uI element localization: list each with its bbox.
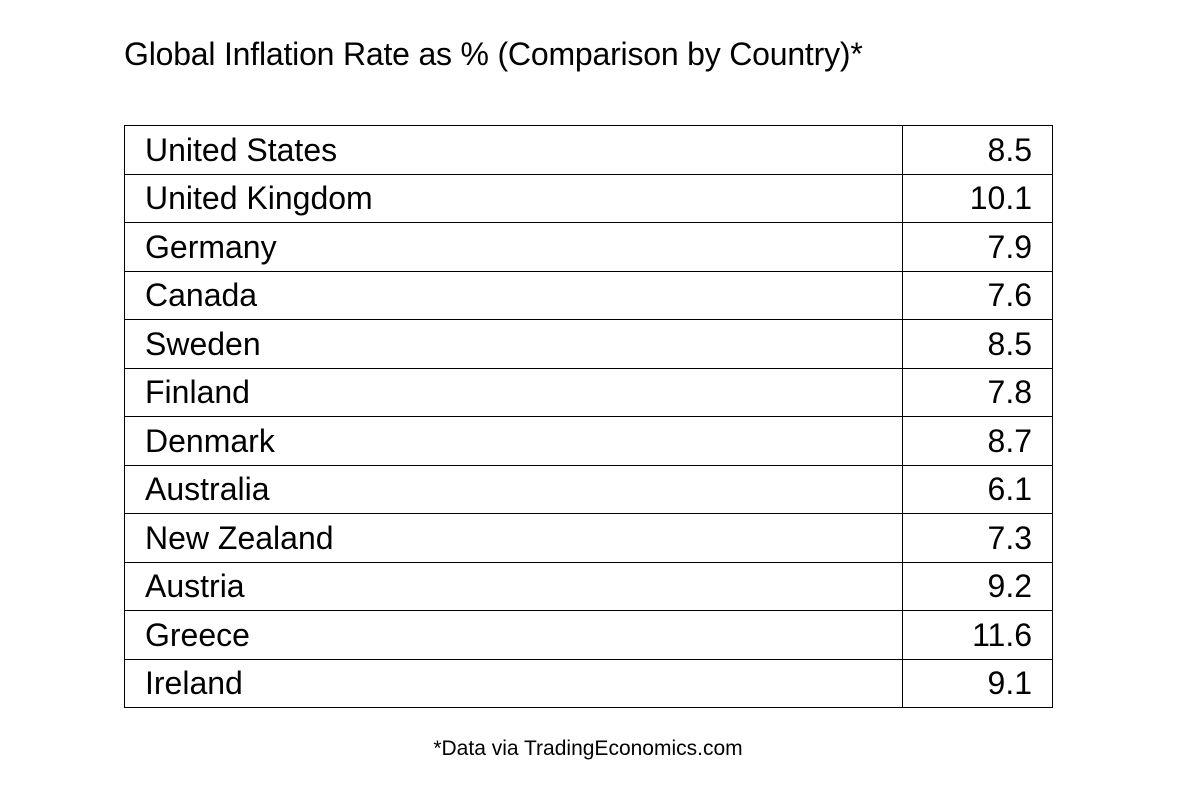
inflation-value-cell: 8.7: [902, 416, 1053, 466]
inflation-value-cell: 7.3: [902, 513, 1053, 563]
inflation-value-cell: 10.1: [902, 173, 1053, 223]
country-cell: United States: [124, 125, 903, 175]
table-row: New Zealand 7.3: [124, 513, 1053, 563]
inflation-value-cell: 8.5: [902, 125, 1053, 175]
inflation-value-cell: 9.2: [902, 561, 1053, 611]
table-row: Ireland 9.1: [124, 658, 1053, 708]
country-cell: New Zealand: [124, 513, 903, 563]
country-cell: United Kingdom: [124, 173, 903, 223]
country-cell: Ireland: [124, 658, 903, 708]
inflation-value-cell: 11.6: [902, 610, 1053, 660]
inflation-value-cell: 7.9: [902, 222, 1053, 272]
table-row: Australia 6.1: [124, 464, 1053, 514]
table-row: Finland 7.8: [124, 367, 1053, 417]
inflation-value-cell: 8.5: [902, 319, 1053, 369]
table-row: Austria 9.2: [124, 561, 1053, 611]
country-cell: Greece: [124, 610, 903, 660]
page-title: Global Inflation Rate as % (Comparison b…: [124, 36, 863, 72]
country-cell: Canada: [124, 270, 903, 320]
table-row: United Kingdom 10.1: [124, 173, 1053, 223]
table-row: Germany 7.9: [124, 222, 1053, 272]
table-row: Sweden 8.5: [124, 319, 1053, 369]
inflation-value-cell: 9.1: [902, 658, 1053, 708]
country-cell: Finland: [124, 367, 903, 417]
table-row: United States 8.5: [124, 125, 1053, 175]
country-cell: Austria: [124, 561, 903, 611]
table-row: Canada 7.6: [124, 270, 1053, 320]
country-cell: Denmark: [124, 416, 903, 466]
inflation-table: United States 8.5 United Kingdom 10.1 German…: [124, 125, 1053, 708]
table-body: United States 8.5 United Kingdom 10.1 German…: [124, 125, 1053, 708]
table-row: Denmark 8.7: [124, 416, 1053, 466]
country-cell: Sweden: [124, 319, 903, 369]
inflation-value-cell: 7.8: [902, 367, 1053, 417]
inflation-value-cell: 6.1: [902, 464, 1053, 514]
country-cell: Germany: [124, 222, 903, 272]
source-footnote: *Data via TradingEconomics.com: [433, 737, 743, 760]
table-row: Greece 11.6: [124, 610, 1053, 660]
country-cell: Australia: [124, 464, 903, 514]
inflation-value-cell: 7.6: [902, 270, 1053, 320]
